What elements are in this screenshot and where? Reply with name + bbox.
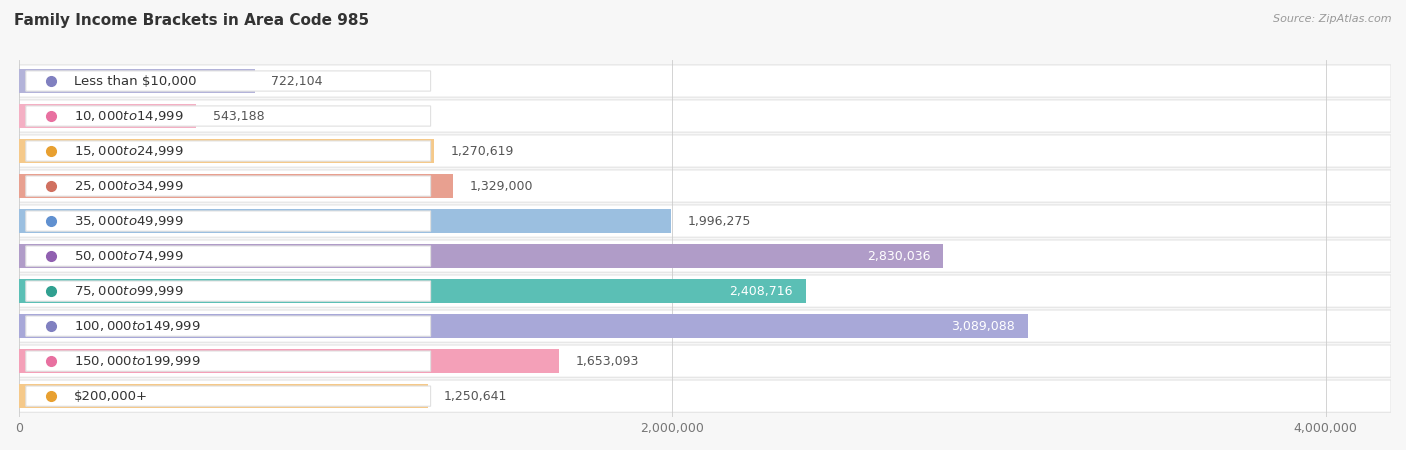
Text: $100,000 to $149,999: $100,000 to $149,999 <box>75 319 201 333</box>
FancyBboxPatch shape <box>25 351 430 371</box>
Bar <box>20 314 1028 338</box>
Bar <box>20 279 806 303</box>
Text: $10,000 to $14,999: $10,000 to $14,999 <box>75 109 184 123</box>
FancyBboxPatch shape <box>25 141 430 161</box>
FancyBboxPatch shape <box>25 211 430 231</box>
Bar <box>20 244 943 268</box>
FancyBboxPatch shape <box>25 106 430 126</box>
FancyBboxPatch shape <box>20 170 1391 202</box>
FancyBboxPatch shape <box>25 246 430 266</box>
FancyBboxPatch shape <box>25 71 430 91</box>
Text: $75,000 to $99,999: $75,000 to $99,999 <box>75 284 184 298</box>
Bar <box>20 384 427 408</box>
Text: 1,329,000: 1,329,000 <box>470 180 533 193</box>
FancyBboxPatch shape <box>20 345 1391 377</box>
Text: Less than $10,000: Less than $10,000 <box>75 75 197 87</box>
FancyBboxPatch shape <box>20 275 1391 307</box>
FancyBboxPatch shape <box>20 240 1391 272</box>
Text: $50,000 to $74,999: $50,000 to $74,999 <box>75 249 184 263</box>
Text: Source: ZipAtlas.com: Source: ZipAtlas.com <box>1274 14 1392 23</box>
Bar <box>20 104 197 128</box>
Bar <box>20 209 671 233</box>
FancyBboxPatch shape <box>20 380 1391 412</box>
Text: 722,104: 722,104 <box>271 75 323 87</box>
Text: Family Income Brackets in Area Code 985: Family Income Brackets in Area Code 985 <box>14 14 370 28</box>
FancyBboxPatch shape <box>25 386 430 406</box>
FancyBboxPatch shape <box>20 310 1391 342</box>
Bar <box>20 174 453 198</box>
Text: $200,000+: $200,000+ <box>75 390 148 403</box>
Text: $35,000 to $49,999: $35,000 to $49,999 <box>75 214 184 228</box>
Bar <box>20 69 254 93</box>
Text: 2,408,716: 2,408,716 <box>730 284 793 297</box>
FancyBboxPatch shape <box>20 100 1391 132</box>
FancyBboxPatch shape <box>25 281 430 301</box>
Text: 3,089,088: 3,089,088 <box>952 320 1015 333</box>
Text: 543,188: 543,188 <box>212 109 264 122</box>
Text: 1,653,093: 1,653,093 <box>575 355 638 368</box>
FancyBboxPatch shape <box>20 65 1391 97</box>
FancyBboxPatch shape <box>20 205 1391 237</box>
Bar <box>20 349 560 373</box>
FancyBboxPatch shape <box>20 135 1391 167</box>
Text: 1,996,275: 1,996,275 <box>688 215 751 228</box>
Text: $150,000 to $199,999: $150,000 to $199,999 <box>75 354 201 368</box>
Bar <box>20 139 434 163</box>
Text: $15,000 to $24,999: $15,000 to $24,999 <box>75 144 184 158</box>
Text: 1,250,641: 1,250,641 <box>444 390 508 403</box>
Text: 1,270,619: 1,270,619 <box>450 144 513 158</box>
Text: $25,000 to $34,999: $25,000 to $34,999 <box>75 179 184 193</box>
FancyBboxPatch shape <box>25 316 430 336</box>
Text: 2,830,036: 2,830,036 <box>868 250 931 263</box>
FancyBboxPatch shape <box>25 176 430 196</box>
